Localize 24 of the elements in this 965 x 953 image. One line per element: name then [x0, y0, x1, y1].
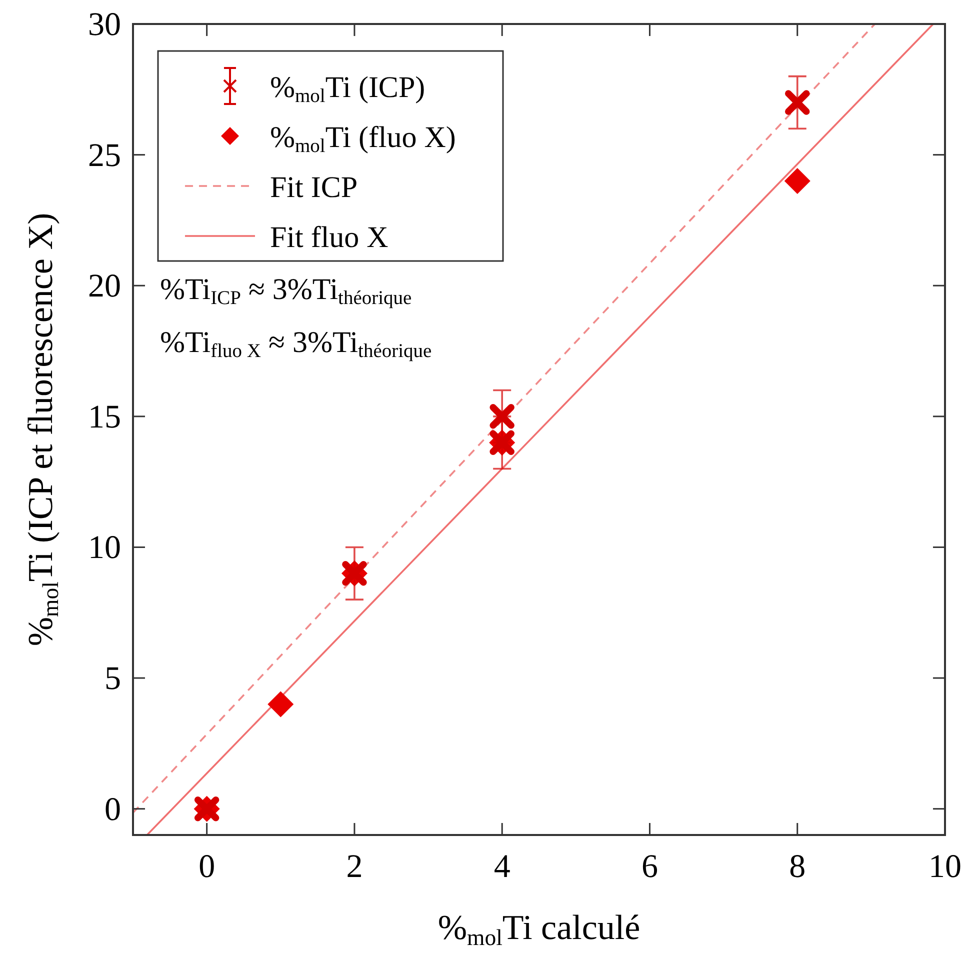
- y-tick-label: 30: [88, 7, 121, 43]
- y-tick-label: 10: [88, 530, 121, 566]
- y-tick-label: 20: [88, 268, 121, 305]
- y-tick-label: 15: [88, 399, 121, 436]
- x-axis-title: %$_{mol}$Ti calculé: [438, 908, 640, 950]
- y-tick-label: 5: [104, 661, 121, 698]
- annotation: %Ti$_{ICP}$ ≈ 3%Ti$_{théorique}$: [160, 273, 412, 309]
- x-tick-label: 8: [789, 849, 806, 885]
- legend-label: %$_{mol}$Ti (fluo X): [270, 121, 456, 157]
- x-tick-label: 2: [346, 849, 363, 885]
- point: [490, 404, 514, 429]
- legend-label: Fit ICP: [270, 171, 358, 204]
- y-tick-label: 0: [104, 792, 121, 828]
- point: [784, 168, 810, 194]
- point: [268, 691, 294, 718]
- x-tick-label: 4: [494, 849, 510, 885]
- x-tick-label: 10: [928, 849, 962, 885]
- point: [784, 90, 810, 115]
- legend-label: Fit fluo X: [270, 221, 389, 254]
- annotation: %Ti$_{fluo X}$ ≈ 3%Ti$_{théorique}$: [160, 326, 432, 362]
- x-tick-label: 6: [641, 849, 658, 885]
- y-tick-label: 25: [88, 138, 121, 174]
- x-tick-label: 0: [198, 849, 216, 885]
- legend-label: %$_{mol}$Ti (ICP): [270, 71, 426, 107]
